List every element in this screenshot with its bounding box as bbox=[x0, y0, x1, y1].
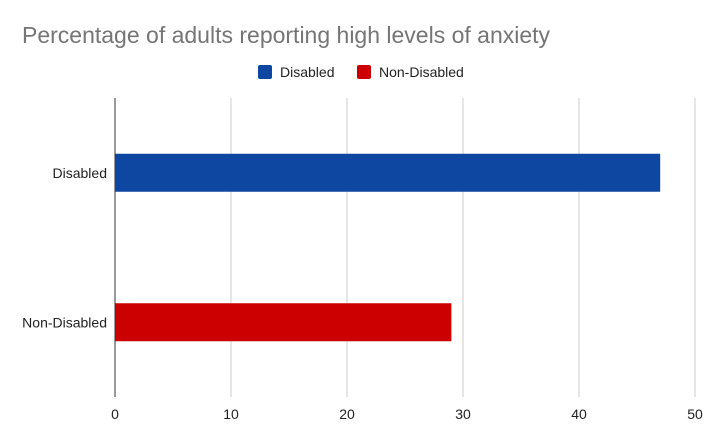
legend-label-disabled: Disabled bbox=[280, 64, 335, 80]
x-tick-label: 40 bbox=[571, 406, 587, 422]
y-tick-label: Non-Disabled bbox=[22, 314, 107, 330]
x-tick-label: 50 bbox=[687, 406, 703, 422]
chart-title: Percentage of adults reporting high leve… bbox=[22, 22, 551, 48]
bar bbox=[115, 303, 452, 342]
x-tick-label: 0 bbox=[111, 406, 119, 422]
legend-item-disabled[interactable]: Disabled bbox=[258, 64, 334, 80]
x-tick-label: 10 bbox=[223, 406, 239, 422]
x-tick-label: 30 bbox=[455, 406, 471, 422]
x-tick-label: 20 bbox=[339, 406, 355, 422]
legend-swatch-non-disabled bbox=[357, 65, 371, 79]
legend-swatch-disabled bbox=[258, 65, 272, 79]
bar bbox=[115, 153, 661, 192]
chart-legend: Disabled Non-Disabled bbox=[0, 64, 720, 86]
legend-label-non-disabled: Non-Disabled bbox=[379, 64, 464, 80]
legend-item-non-disabled[interactable]: Non-Disabled bbox=[357, 64, 464, 80]
y-tick-label: Disabled bbox=[53, 165, 107, 181]
